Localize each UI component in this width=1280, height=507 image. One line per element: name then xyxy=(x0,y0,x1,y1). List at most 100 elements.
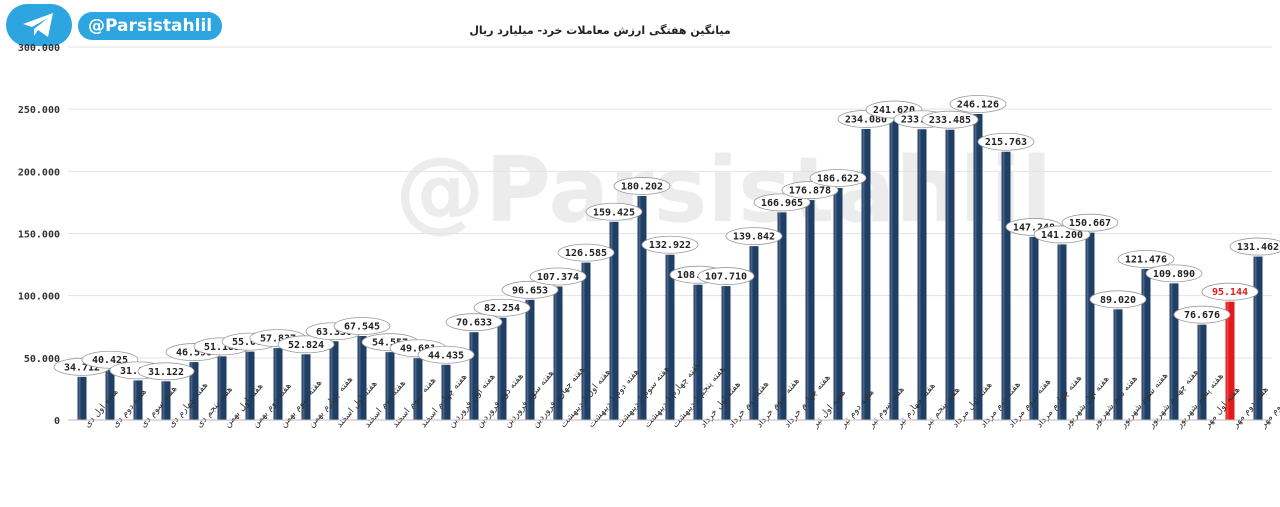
data-label-bubble xyxy=(473,298,531,317)
bar-highlight xyxy=(1254,256,1257,420)
data-label-bubble xyxy=(977,132,1035,151)
bar-highlight xyxy=(722,286,725,420)
bar-highlight xyxy=(1030,236,1033,420)
data-label-bubble xyxy=(921,110,979,129)
bar-highlight xyxy=(246,351,249,420)
bar-highlight xyxy=(498,317,501,420)
bar-highlight xyxy=(78,376,81,420)
bar-highlight xyxy=(414,358,417,420)
bar xyxy=(245,351,255,420)
y-tick-label: 0 xyxy=(54,416,60,427)
data-label: 186.622 xyxy=(817,173,859,184)
bar-highlight xyxy=(862,128,865,420)
bars xyxy=(77,113,1263,420)
data-label: 159.425 xyxy=(593,207,635,218)
data-label-bubble xyxy=(753,193,811,212)
bar-highlight xyxy=(778,212,781,420)
data-label: 70.633 xyxy=(456,318,492,329)
channel-handle[interactable]: @Parsistahlil xyxy=(78,12,223,40)
bar xyxy=(441,364,451,420)
data-label: 89.020 xyxy=(1100,295,1136,306)
bar xyxy=(217,356,227,420)
data-label: 107.374 xyxy=(537,272,579,283)
data-label: 150.667 xyxy=(1069,218,1111,229)
bar xyxy=(273,348,283,420)
data-label: 147.248 xyxy=(1013,222,1055,233)
bar xyxy=(1169,283,1179,420)
bar-highlight xyxy=(1226,301,1229,420)
data-label-bubble xyxy=(1173,305,1231,324)
bar xyxy=(301,354,311,420)
data-label: 49.681 xyxy=(400,344,436,355)
bar-highlight xyxy=(890,119,893,420)
data-label-bubble xyxy=(277,335,335,354)
bar-highlight xyxy=(526,299,529,420)
data-label: 34.712 xyxy=(64,362,100,373)
data-label: 241.620 xyxy=(873,105,915,116)
bar xyxy=(973,113,983,420)
bar-highlight xyxy=(666,254,669,420)
data-label-bubble xyxy=(1201,282,1259,301)
data-label-bubble xyxy=(697,267,755,285)
bar xyxy=(1253,256,1263,420)
data-label-bubble xyxy=(417,345,475,364)
bar-highlight xyxy=(834,187,837,420)
bar xyxy=(525,299,535,420)
bar xyxy=(917,129,927,420)
bar xyxy=(133,380,143,420)
bar-highlight xyxy=(302,354,305,420)
bar xyxy=(553,286,563,420)
bar xyxy=(609,221,619,420)
data-label: 180.202 xyxy=(621,181,663,192)
bar-highlight xyxy=(1058,244,1061,420)
bar-highlight xyxy=(750,246,753,420)
data-label-bubble xyxy=(613,177,671,195)
y-tick-label: 250.000 xyxy=(18,105,60,116)
bar xyxy=(1225,301,1235,420)
bar xyxy=(721,286,731,420)
bar xyxy=(1057,244,1067,420)
bar xyxy=(469,332,479,420)
y-tick-label: 100.000 xyxy=(18,292,60,303)
bar-highlight xyxy=(554,286,557,420)
bar xyxy=(1029,236,1039,420)
bar xyxy=(385,352,395,420)
data-label-bubble xyxy=(781,181,839,199)
bar-highlight xyxy=(974,113,977,420)
data-label: 76.676 xyxy=(1184,310,1220,321)
y-tick-label: 200.000 xyxy=(18,167,60,178)
data-label-bubble xyxy=(585,202,643,221)
bar-highlight xyxy=(1170,283,1173,420)
telegram-plane-icon xyxy=(23,13,53,37)
bar xyxy=(1001,151,1011,420)
bar xyxy=(1197,324,1207,420)
bar xyxy=(357,336,367,420)
data-label: 63.330 xyxy=(316,327,352,338)
data-label: 215.763 xyxy=(985,137,1027,148)
data-label: 31.122 xyxy=(148,367,184,378)
data-label: 166.965 xyxy=(761,198,803,209)
bar xyxy=(693,284,703,420)
data-label: 52.824 xyxy=(288,340,324,351)
data-label: 46.590 xyxy=(176,348,212,359)
bar-highlight xyxy=(1002,151,1005,420)
bar xyxy=(945,129,955,420)
data-label-bubble xyxy=(1089,290,1147,309)
bar-highlight xyxy=(442,364,445,420)
data-label-bubble xyxy=(641,235,699,254)
data-label: 246.126 xyxy=(957,99,999,110)
data-label: 131.462 xyxy=(1237,242,1279,253)
data-label: 44.435 xyxy=(428,350,464,361)
bar xyxy=(833,187,843,420)
bar-highlight xyxy=(582,262,585,420)
bar xyxy=(749,246,759,420)
bar-highlight xyxy=(218,356,221,420)
bar xyxy=(637,195,647,420)
bar-highlight xyxy=(386,352,389,420)
telegram-badge[interactable] xyxy=(6,4,72,46)
data-label-bubble xyxy=(809,169,867,187)
bar-highlight xyxy=(1086,232,1089,420)
bar xyxy=(1085,232,1095,420)
data-label: 132.922 xyxy=(649,240,691,251)
data-label: 141.200 xyxy=(1041,230,1083,241)
